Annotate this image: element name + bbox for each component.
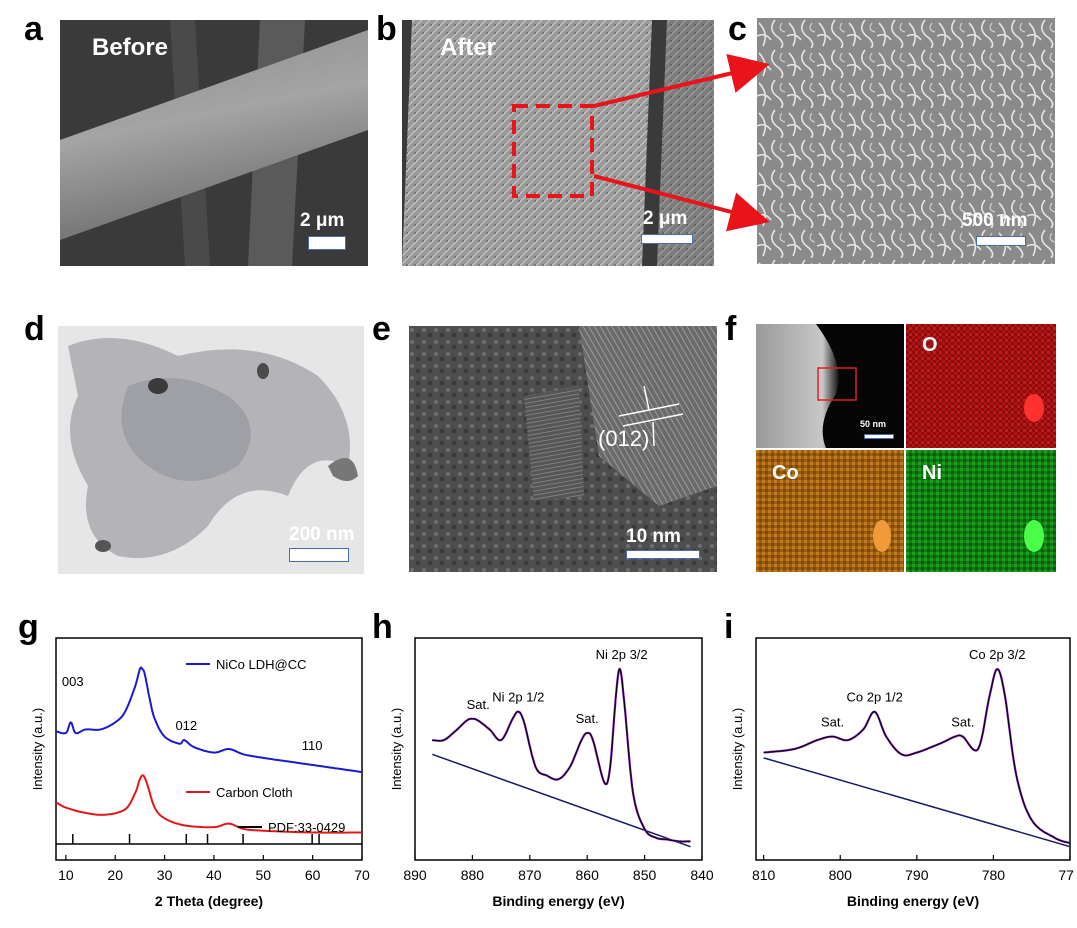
background-line bbox=[431, 753, 691, 848]
zoom-arrows bbox=[593, 53, 770, 232]
scale-bar-b bbox=[641, 234, 693, 244]
hrtem-image bbox=[409, 326, 717, 572]
scale-text-c: 500 nm bbox=[962, 210, 1028, 231]
legend-entry: PDF:33-0429 bbox=[268, 820, 345, 835]
peak-annotation: Sat. bbox=[821, 715, 844, 730]
x-tick-label: 840 bbox=[690, 867, 714, 883]
sem-image-zoom bbox=[757, 18, 1055, 264]
panel-label-g: g bbox=[18, 608, 39, 646]
plot-frame bbox=[755, 637, 1071, 861]
y-axis-label: Intensity (a.u.) bbox=[730, 708, 745, 790]
xrd-chart: 10 20 30 40 50 60 70 2 Theta (degree) Intensity … bbox=[0, 620, 372, 920]
plot-frame bbox=[55, 637, 363, 861]
peak-annotation: 110 bbox=[302, 738, 323, 753]
peak-annotation: Ni 2p 3/2 bbox=[596, 647, 648, 662]
x-tick-label: 70 bbox=[354, 867, 370, 883]
x-tick-label: 870 bbox=[518, 867, 542, 883]
panel-label-e: e bbox=[372, 310, 391, 348]
x-tick-label: 50 bbox=[256, 867, 272, 883]
x-axis-label: Binding energy (eV) bbox=[492, 893, 624, 909]
map-co-label: Co bbox=[772, 462, 799, 484]
scale-bar-c bbox=[976, 236, 1026, 246]
co-xps-chart: 810 800 790 780 770 Binding energy (eV) Intens… bbox=[724, 620, 1077, 920]
map-o-label: O bbox=[922, 334, 938, 356]
panel-label-a: a bbox=[24, 10, 43, 48]
x-axis-label: 2 Theta (degree) bbox=[155, 893, 263, 909]
scale-text-d: 200 nm bbox=[289, 524, 355, 545]
peak-annotation: 012 bbox=[175, 718, 197, 733]
scale-bar-f bbox=[864, 434, 894, 439]
eds-map-ni bbox=[906, 450, 1056, 572]
peak-annotation: Co 2p 3/2 bbox=[969, 647, 1025, 662]
lattice-plane-label: (012) bbox=[598, 426, 650, 451]
x-tick-label: 810 bbox=[752, 867, 776, 883]
after-label: After bbox=[440, 34, 497, 61]
x-tick-label: 850 bbox=[633, 867, 657, 883]
series-line bbox=[763, 668, 1071, 844]
scale-bar-a bbox=[308, 236, 346, 250]
peak-annotation: 003 bbox=[62, 674, 84, 689]
x-axis-label: Binding energy (eV) bbox=[847, 893, 979, 909]
x-tick-label: 770 bbox=[1058, 867, 1074, 883]
panel-label-i: i bbox=[724, 608, 734, 646]
plot-frame bbox=[414, 637, 703, 861]
x-tick-label: 40 bbox=[206, 867, 222, 883]
panel-label-b: b bbox=[376, 10, 397, 48]
haadf-image bbox=[756, 324, 904, 448]
scale-text-e: 10 nm bbox=[626, 526, 681, 547]
tem-image bbox=[58, 326, 364, 574]
y-axis-label: Intensity (a.u.) bbox=[389, 708, 404, 790]
background-line bbox=[763, 757, 1071, 848]
series-line bbox=[55, 666, 363, 774]
x-tick-label: 880 bbox=[461, 867, 485, 883]
scale-text-f: 50 nm bbox=[860, 419, 887, 429]
x-tick-label: 860 bbox=[576, 867, 600, 883]
peak-annotation: Sat. bbox=[467, 697, 490, 712]
before-label: Before bbox=[92, 34, 169, 61]
peak-annotation: Sat. bbox=[576, 711, 599, 726]
fit-envelope bbox=[763, 667, 1071, 845]
eds-map-o bbox=[906, 324, 1056, 448]
peak-annotation: Sat. bbox=[951, 715, 974, 730]
panel-label-c: c bbox=[728, 10, 747, 48]
panel-label-h: h bbox=[372, 608, 393, 646]
eds-map-co bbox=[756, 450, 904, 572]
x-tick-label: 10 bbox=[58, 867, 74, 883]
x-tick-label: 30 bbox=[157, 867, 173, 883]
map-ni-label: Ni bbox=[922, 462, 942, 484]
fit-envelope bbox=[432, 667, 691, 843]
x-tick-label: 800 bbox=[829, 867, 853, 883]
scale-text-b: 2 μm bbox=[643, 208, 688, 229]
legend-entry: NiCo LDH@CC bbox=[216, 657, 307, 672]
scale-text-a: 2 μm bbox=[300, 210, 345, 231]
peak-annotation: Co 2p 1/2 bbox=[847, 690, 903, 705]
ni-xps-chart: 890 880 870 860 850 840 Binding energy (eV) Int… bbox=[372, 620, 724, 920]
panel-label-d: d bbox=[24, 310, 45, 348]
y-axis-label: Intensity (a.u.) bbox=[30, 708, 45, 790]
x-tick-label: 20 bbox=[107, 867, 123, 883]
x-tick-label: 780 bbox=[982, 867, 1006, 883]
x-tick-label: 790 bbox=[905, 867, 929, 883]
peak-annotation: Ni 2p 1/2 bbox=[492, 690, 544, 705]
series-line bbox=[432, 668, 691, 842]
scale-bar-d bbox=[289, 548, 349, 562]
scale-bar-e bbox=[626, 550, 700, 559]
sem-image-before bbox=[60, 20, 368, 266]
legend-entry: Carbon Cloth bbox=[216, 785, 293, 800]
x-tick-label: 890 bbox=[403, 867, 427, 883]
series-line bbox=[55, 774, 362, 834]
panel-label-f: f bbox=[725, 310, 737, 348]
x-tick-label: 60 bbox=[305, 867, 321, 883]
